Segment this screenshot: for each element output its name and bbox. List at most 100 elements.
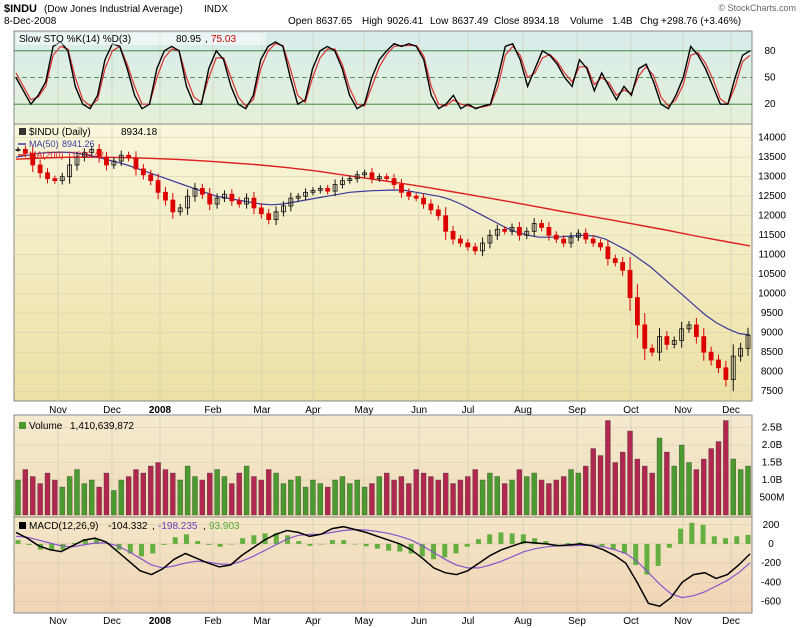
price-candle (679, 328, 685, 341)
price-candle (258, 207, 264, 215)
stochastic-y-tick: 80 (764, 46, 776, 57)
volume-bar (531, 472, 537, 516)
volume-legend-value: 1,410,639,872 (70, 421, 134, 432)
macd-histogram-bar (621, 543, 627, 554)
volume-bar (280, 483, 287, 516)
volume-bar (140, 472, 147, 516)
x-tick-label-macd: 2008 (149, 616, 172, 627)
macd-histogram-bar (318, 543, 324, 545)
volume-bar (612, 462, 618, 516)
price-candle (531, 223, 537, 232)
macd-histogram-bar (745, 534, 751, 544)
volume-bar (568, 469, 574, 516)
price-candle (59, 176, 65, 181)
stochastic-title: Slow STO %K(14) %D(3) (19, 34, 131, 45)
x-tick-label-price: Feb (204, 405, 222, 416)
volume-bar (384, 472, 390, 516)
volume-bar (52, 479, 58, 516)
price-candle (155, 180, 161, 193)
volume-bar (103, 472, 110, 516)
macd-y-tick: 0 (768, 539, 774, 550)
volume-bar (317, 483, 323, 516)
price-candle (465, 242, 471, 248)
macd-histogram-bar (296, 541, 302, 544)
volume-bar (597, 455, 604, 516)
volume-series (15, 420, 751, 516)
price-candle (568, 236, 574, 244)
volume-bar (406, 483, 412, 516)
price-candle (435, 209, 441, 217)
macd-signal-value: -198.235 (158, 521, 198, 532)
x-tick-label-macd: Jun (411, 616, 427, 627)
macd-line (15, 525, 751, 608)
macd-y-tick: -600 (761, 596, 781, 607)
price-candle (140, 168, 146, 176)
volume-bar (325, 486, 331, 516)
stochastic-legend: Slow STO %K(14) %D(3) 80.95 , 75.03 (16, 33, 266, 45)
price-candle (67, 164, 73, 178)
price-candle (89, 148, 95, 153)
price-candle (244, 197, 249, 205)
volume-bar (125, 476, 132, 516)
macd-histogram-bar (183, 534, 189, 544)
macd-histogram-bar (386, 543, 392, 551)
x-tick-label-price: Nov (49, 405, 67, 416)
price-candle (539, 223, 544, 228)
macd-histogram-bar (285, 535, 291, 544)
macd-histogram-bar (532, 538, 538, 544)
price-candle (546, 226, 552, 236)
volume-bar (398, 476, 405, 516)
volume-bar (354, 479, 360, 516)
price-candle (310, 189, 316, 193)
price-candle (15, 148, 21, 151)
price-series (15, 143, 751, 392)
volume-bar (266, 469, 272, 516)
volume-bar (516, 469, 523, 516)
volume-bar (413, 469, 419, 516)
macd-histogram-bar (172, 537, 178, 544)
volume-bar (745, 465, 751, 516)
volume-bar (737, 469, 744, 516)
price-candle (620, 262, 626, 271)
volume-bar (66, 476, 73, 516)
low-label: Low (430, 16, 449, 27)
volume-bar (686, 462, 692, 516)
volume-bar (509, 479, 515, 516)
macd-histogram-bar (363, 543, 369, 547)
price-candle (590, 238, 596, 244)
macd-histogram-bar (734, 536, 740, 544)
macd-histogram-bar (711, 536, 717, 544)
price-candle (163, 191, 168, 201)
volume-bar (472, 469, 478, 516)
macd-legend: MACD(12,26,9) -104.332 , -198.235 , 93.9… (19, 521, 240, 532)
price-candle (487, 234, 493, 244)
stochastic-d-value: 75.03 (211, 34, 236, 45)
macd-histogram-bar (341, 540, 347, 544)
price-candle (96, 148, 102, 158)
price-y-tick: 8000 (761, 367, 784, 378)
macd-y-tick: -200 (761, 558, 781, 569)
price-candle (192, 187, 198, 197)
volume-bar (96, 486, 102, 516)
macd-histogram-bar (408, 543, 414, 554)
volume-bar (715, 441, 722, 516)
volume-bar (302, 486, 309, 516)
stochastic-k-line (15, 40, 751, 110)
price-y-tick: 9500 (761, 308, 784, 319)
macd-histogram-bar (655, 543, 661, 566)
macd-histogram-bar (374, 543, 380, 549)
price-candle (199, 187, 205, 195)
price-candle (229, 193, 235, 202)
volume-bar (214, 469, 220, 516)
macd-histogram-bar (161, 543, 167, 545)
macd-histogram-bar (453, 543, 459, 554)
price-candle (45, 172, 50, 180)
stochastic-y-tick: 50 (764, 73, 776, 84)
index-name-label: (Dow Jones Industrial Average) (44, 4, 183, 15)
stochastic-y-tick: 20 (764, 99, 776, 110)
macd-histogram-bar (610, 543, 616, 550)
volume-bar (74, 469, 80, 516)
price-candle (22, 148, 28, 154)
volume-y-tick: 1.5B (762, 458, 783, 469)
